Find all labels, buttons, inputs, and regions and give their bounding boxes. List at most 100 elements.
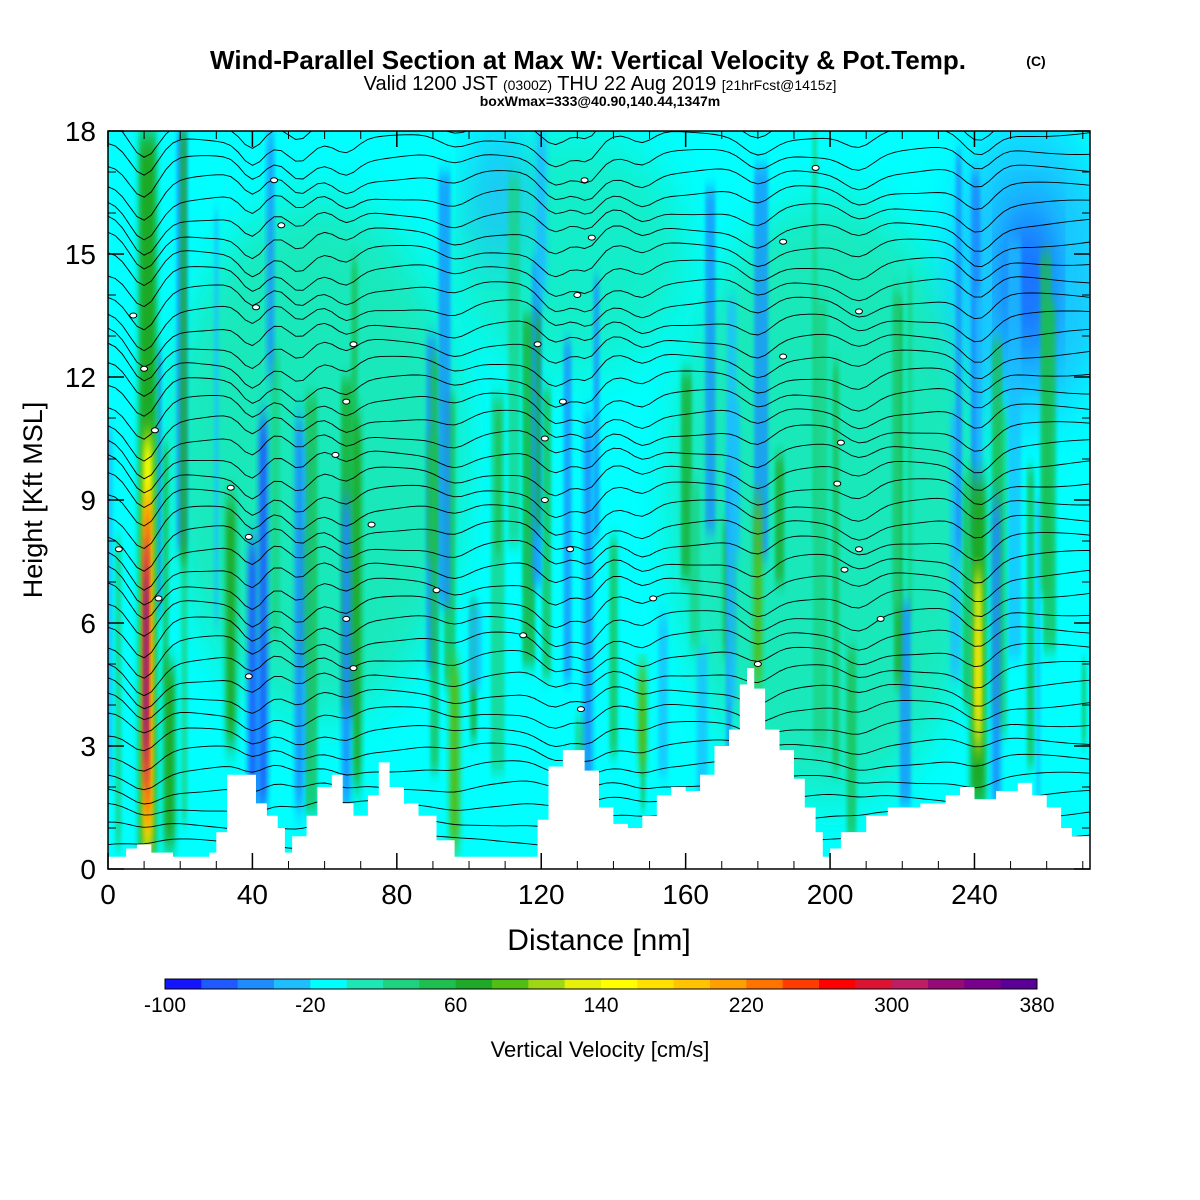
- x-tick-label: 200: [807, 879, 854, 910]
- y-tick-label: 15: [65, 239, 96, 270]
- colorbar-swatch: [383, 979, 420, 989]
- colorbar-swatch: [165, 979, 202, 989]
- field-streak: [593, 278, 600, 539]
- field-streak: [658, 616, 668, 776]
- contour-label-dot: [587, 234, 596, 241]
- updraft-column: [353, 418, 362, 787]
- theta-contour: [108, 589, 1090, 637]
- x-axis: 0 40 80 120 160 200 240: [100, 131, 1084, 910]
- field-streak: [950, 410, 961, 680]
- contour-label-dot: [854, 546, 863, 553]
- colorbar-tick-label: 300: [874, 994, 909, 1017]
- contour-label-dot: [226, 484, 235, 491]
- y-tick-label: 6: [80, 608, 96, 639]
- field-streak: [1036, 496, 1041, 811]
- theta-contour: [108, 199, 1090, 256]
- field-streak: [971, 171, 980, 536]
- chart-title: Wind-Parallel Section at Max W: Vertical…: [210, 45, 966, 75]
- colorbar-swatch: [891, 979, 929, 989]
- contour-label-dot: [833, 480, 842, 487]
- contour-label-dot: [432, 587, 441, 594]
- contour-label-dot: [854, 308, 863, 315]
- contour-label-dot: [367, 521, 376, 528]
- field-streak: [495, 408, 502, 555]
- y-axis: 0 3 6 9 12 15 18: [65, 116, 1090, 885]
- theta-contour: [108, 478, 1090, 527]
- theta-contour: [108, 532, 1090, 591]
- theta-contour: [108, 310, 1090, 368]
- terrain: [108, 668, 1090, 869]
- theta-contour: [108, 292, 1090, 352]
- field-streak: [108, 428, 113, 780]
- contour-label-dot: [150, 427, 159, 434]
- colorbar-swatch: [564, 979, 602, 989]
- theta-contour: [108, 737, 1090, 772]
- field-streak: [681, 372, 692, 579]
- contour-label-dot: [270, 177, 279, 184]
- colorbar-swatch: [855, 979, 893, 989]
- field-streak: [535, 314, 541, 529]
- theta-contour: [108, 439, 1090, 494]
- contour-label-dot: [244, 673, 253, 680]
- updraft-column: [163, 664, 176, 849]
- colorbar-swatch: [492, 979, 529, 989]
- field-streak: [271, 349, 280, 637]
- subtitle-part4: [21hrFcst@1415z]: [722, 77, 837, 93]
- field-streak: [115, 538, 122, 848]
- field-streak: [726, 299, 737, 704]
- field-streak: [522, 314, 536, 666]
- y-tick-label: 0: [80, 854, 96, 885]
- x-tick-label: 80: [381, 879, 412, 910]
- contour-label-dot: [244, 533, 253, 540]
- field-streak: [181, 373, 188, 823]
- field-streak: [975, 291, 983, 645]
- colorbar-swatch: [274, 979, 311, 989]
- x-tick-label: 40: [237, 879, 268, 910]
- field-streak: [775, 456, 785, 584]
- y-tick-label: 3: [80, 731, 96, 762]
- updraft-column: [449, 664, 460, 849]
- colorbar-swatch: [710, 979, 747, 989]
- colorbar-swatch: [928, 979, 965, 989]
- field-streak: [1026, 467, 1035, 767]
- colorbar-swatch: [419, 979, 457, 989]
- title-mark: (C): [1026, 53, 1045, 69]
- contour-label-dot: [533, 341, 542, 348]
- field-streak: [1040, 252, 1052, 594]
- contour-label-dot: [252, 304, 261, 311]
- theta-contour: [108, 642, 1090, 697]
- contour-label-dot: [349, 665, 358, 672]
- theta-contour: [108, 403, 1090, 462]
- field-streak: [563, 340, 572, 681]
- field-streak: [1008, 240, 1022, 660]
- field-streak: [846, 647, 857, 840]
- updraft-column: [753, 500, 762, 685]
- downdraft-column: [267, 131, 274, 377]
- y-tick-label: 18: [65, 116, 96, 147]
- field-streak: [438, 171, 451, 607]
- contour-label-dot: [129, 312, 138, 319]
- colorbar-swatch: [455, 979, 493, 989]
- field-streak: [430, 355, 439, 773]
- colorbar-swatch: [637, 979, 675, 989]
- theta-contour: [108, 626, 1090, 679]
- field-streak: [609, 538, 618, 756]
- contour-label-dot: [649, 595, 658, 602]
- colorbar-swatch: [601, 979, 638, 989]
- colorbar-ticks: -100 -20 60 140 220 300 380: [144, 994, 1055, 1017]
- field-streak: [832, 362, 839, 771]
- theta-contour: [108, 569, 1090, 620]
- colorbar-swatch: [201, 979, 239, 989]
- theta-contour: [108, 181, 1090, 241]
- x-axis-label: Distance [nm]: [507, 924, 690, 957]
- theta-contour: [108, 550, 1090, 606]
- contour-label-dot: [154, 595, 163, 602]
- colorbar-swatch: [746, 979, 784, 989]
- field-streak: [542, 388, 552, 678]
- subtitle-part1: Valid 1200 JST: [364, 73, 498, 95]
- theta-contour: [108, 146, 1090, 198]
- contour-label-dot: [349, 341, 358, 348]
- contour-label-dot: [540, 497, 549, 503]
- chart-subtitle: Valid 1200 JST (0300Z) THU 22 Aug 2019 […: [364, 73, 837, 95]
- x-tick-label: 120: [518, 879, 565, 910]
